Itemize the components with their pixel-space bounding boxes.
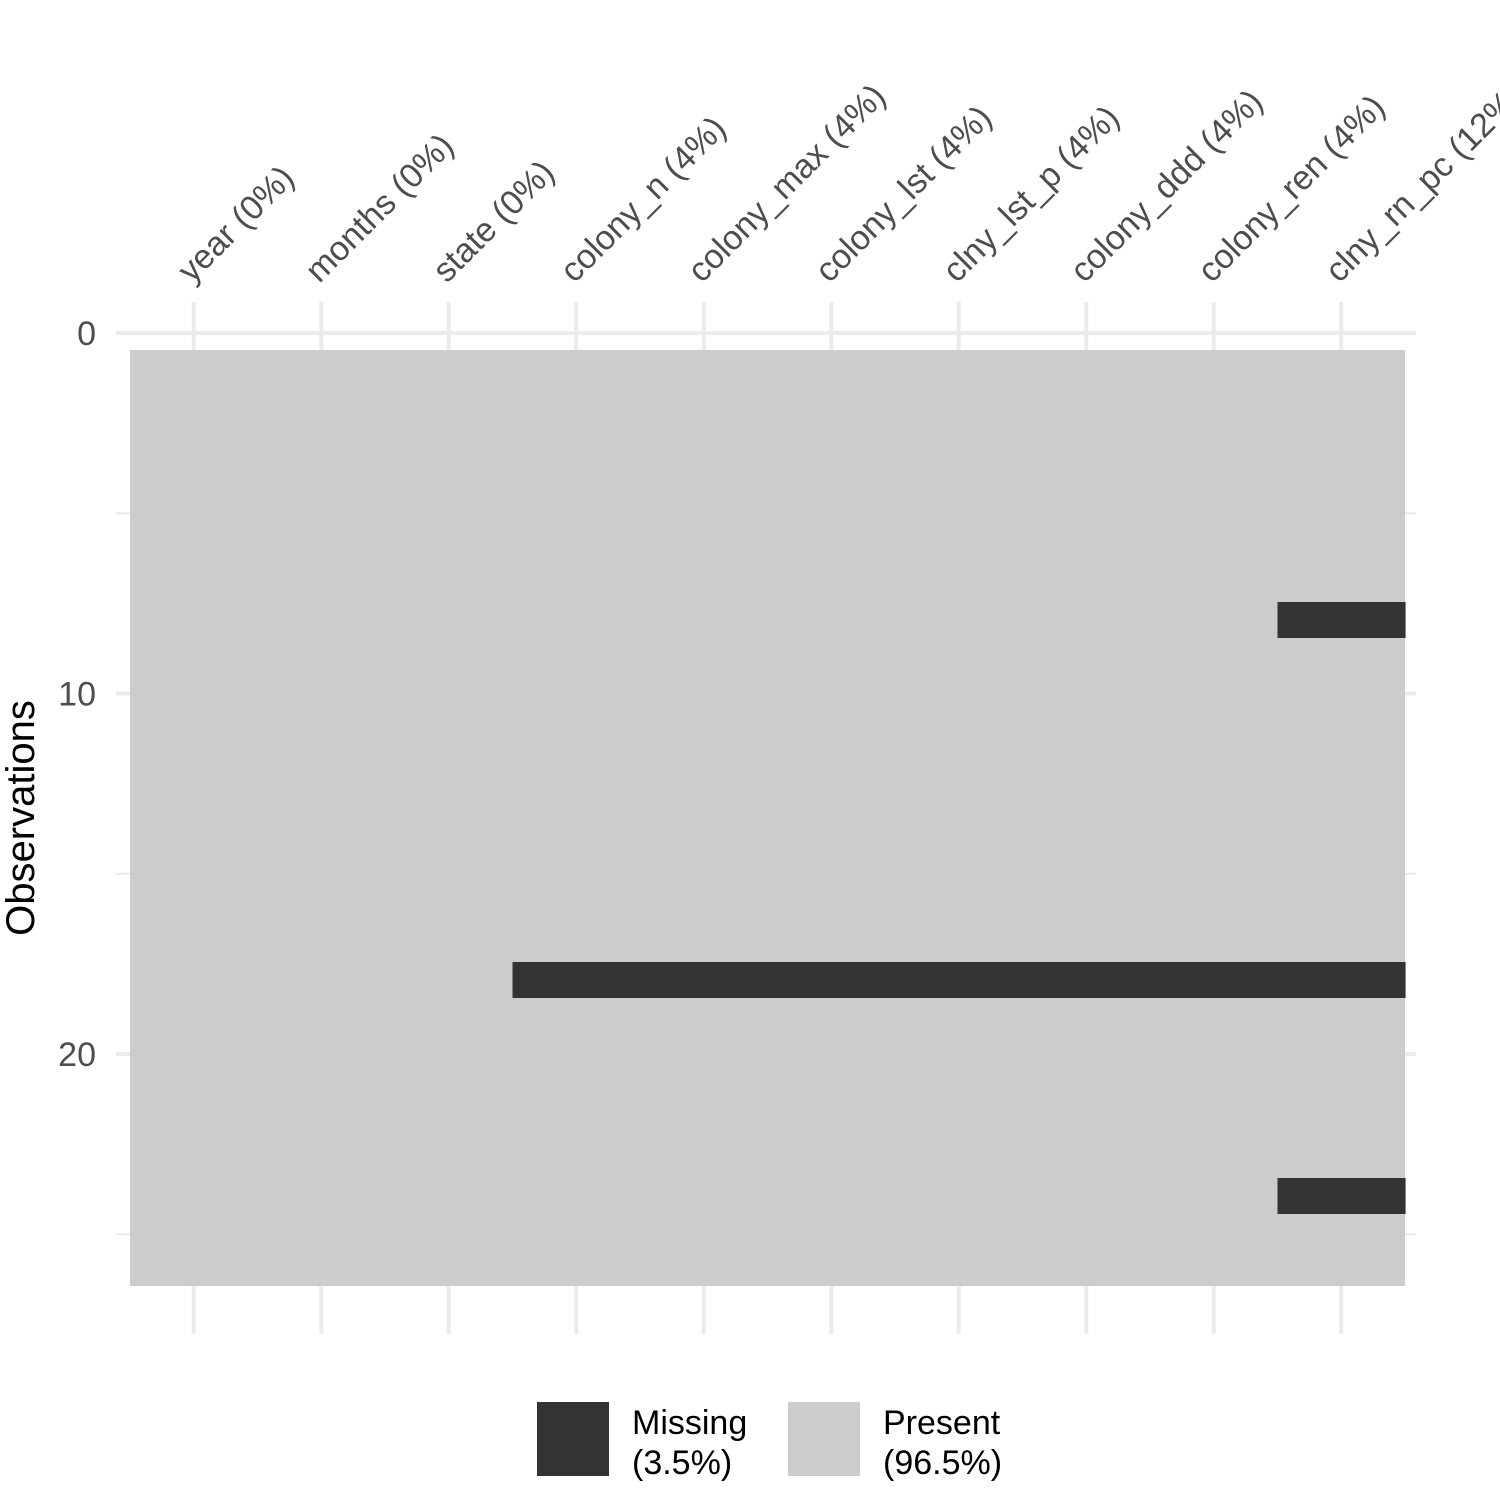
present-area: [130, 350, 1405, 1286]
legend-key-missing: [537, 1402, 609, 1476]
x-tick-labels: year (0%)months (0%)state (0%)colony_n (…: [171, 76, 1500, 290]
missing-cell: [895, 962, 1024, 998]
legend-percent: (3.5%): [632, 1444, 732, 1482]
missing-cell: [1022, 962, 1151, 998]
legend-label: Present: [883, 1404, 1001, 1442]
missing-cell: [767, 962, 896, 998]
y-tick-label: 20: [58, 1036, 96, 1074]
missing-cell: [1150, 962, 1279, 998]
plot-cells: [130, 350, 1406, 1286]
y-tick-labels: 0 10 20: [58, 315, 96, 1074]
x-tick-label: state (0%): [426, 153, 562, 289]
missing-cell: [640, 962, 769, 998]
x-tick-label: year (0%): [171, 159, 302, 290]
legend-percent: (96.5%): [883, 1444, 1002, 1482]
legend-label: Missing: [632, 1404, 747, 1442]
y-tick-label: 10: [58, 676, 96, 714]
missing-cell: [512, 962, 641, 998]
y-axis-title: Observations: [0, 700, 43, 936]
missing-cell: [1277, 602, 1406, 638]
missing-cell: [1277, 962, 1406, 998]
legend-key-present: [788, 1402, 860, 1476]
missing-cell: [1277, 1178, 1406, 1214]
legend: Missing(3.5%) Present(96.5%): [537, 1402, 1002, 1482]
y-tick-label: 0: [77, 315, 96, 353]
